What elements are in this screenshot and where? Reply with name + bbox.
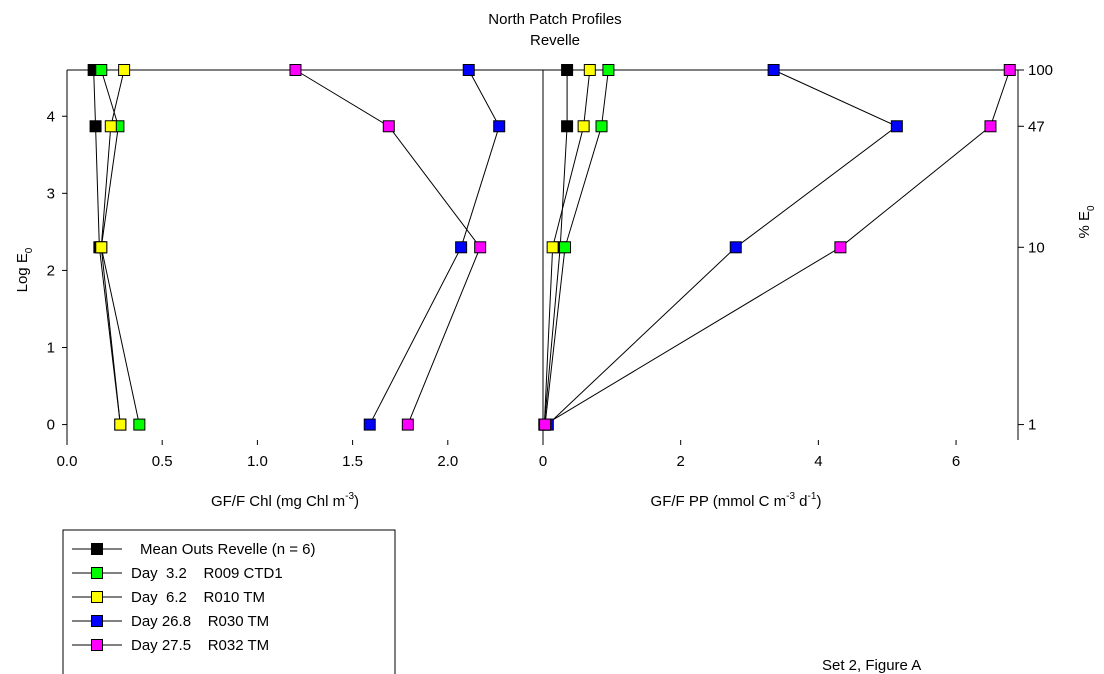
legend-label: Mean Outs Revelle (n = 6) [140,541,316,558]
right-axis-label: % E0 [1076,205,1097,239]
pp-series-line [547,69,898,425]
legend-label: Day 6.2 R010 TM [131,589,265,606]
legend-swatch [91,567,103,579]
pp-data-point [834,241,847,254]
chl-data-point [289,64,302,76]
pp-data-point [984,120,997,133]
pp-x-tick-label: 6 [952,453,960,470]
chl-data-point [118,64,131,76]
pp-series-line [543,69,591,425]
chl-series-line [369,69,500,425]
chl-x-tick-label: 0.5 [152,453,173,470]
pp-data-point [583,64,596,76]
chl-data-point [462,64,475,76]
legend: Mean Outs Revelle (n = 6) Day 3.2 R009 CT… [62,529,396,674]
chl-series-line [100,69,140,425]
pp-data-point [729,241,742,254]
chl-x-tick-label: 2.0 [437,453,458,470]
legend-label: Day 27.5 R032 TM [131,637,269,654]
chart-title: North Patch Profiles [488,11,621,28]
pp-panel: 0 2 4 6 1 10 47 100 [538,62,1053,470]
chl-data-point [133,418,146,431]
chl-series-line [100,69,125,425]
chl-data-point [474,241,487,254]
y-tick-label: 3 [47,185,55,202]
chl-x-tick-label: 0.0 [57,453,78,470]
chl-series-line [93,69,121,425]
chl-data-point [114,418,127,431]
chl-data-point [455,241,468,254]
pp-data-point [602,64,615,76]
pp-data-point [559,241,572,254]
legend-label: Day 26.8 R030 TM [131,613,269,630]
pp-data-point [767,64,780,76]
y-tick-label: 1 [47,340,55,357]
legend-swatch [91,639,103,651]
pp-data-point [890,120,903,133]
pp-series-line [543,70,568,425]
y-tick-label: 0 [47,417,55,434]
right-tick-label: 1 [1028,417,1036,434]
pp-data-point [561,120,574,133]
chl-x-tick-label: 1.5 [342,453,363,470]
pp-x-tick-label: 0 [539,453,547,470]
chl-x-axis-label: GF/F Chl (mg Chl m-3) [211,491,359,510]
chl-data-point [363,418,376,431]
pp-x-axis-label: GF/F PP (mmol C m-3 d-1) [651,491,822,510]
chl-data-point [95,241,108,254]
pp-series-line [544,69,609,425]
footer-label: Set 2, Figure A [822,657,921,674]
chl-series-line [295,69,481,425]
right-tick-label: 100 [1028,62,1053,79]
y-axis-label: Log E0 [14,247,35,292]
pp-data-point [546,241,559,254]
chl-data-point [382,120,395,133]
y-tick-label: 4 [47,108,55,125]
legend-swatch [91,591,103,603]
legend-swatch [91,543,103,555]
chart-subtitle: Revelle [530,32,580,49]
pp-series-line [544,69,1011,426]
chl-data-point [401,418,414,431]
chl-x-tick-label: 1.0 [247,453,268,470]
right-tick-label: 47 [1028,118,1045,135]
pp-data-point [577,120,590,133]
legend-swatch [91,615,103,627]
chl-data-point [493,120,506,133]
pp-data-point [539,418,552,431]
pp-x-tick-label: 2 [677,453,685,470]
chl-data-point [89,120,102,133]
chl-data-point [104,120,117,133]
right-tick-label: 10 [1028,239,1045,256]
pp-data-point [561,64,574,76]
chl-panel: 0.0 0.5 1.0 1.5 2.0 0 1 2 3 4 [47,64,544,470]
legend-box [62,529,396,674]
legend-label: Day 3.2 R009 CTD1 [131,565,283,582]
pp-data-point [1003,64,1016,76]
pp-x-tick-label: 4 [814,453,822,470]
chl-data-point [95,64,108,76]
y-tick-label: 2 [47,262,55,279]
pp-data-point [595,120,608,133]
